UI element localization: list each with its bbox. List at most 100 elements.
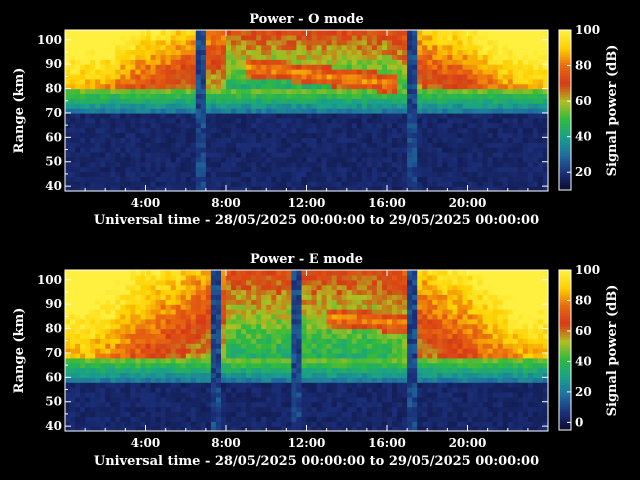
heatmap-cell: [241, 284, 247, 291]
heatmap-cell: [215, 122, 222, 129]
heatmap-cell: [522, 64, 529, 70]
heatmap-cell: [256, 49, 262, 55]
heatmap-cell: [532, 54, 539, 60]
heatmap-cell: [195, 309, 202, 315]
heatmap-cell: [241, 411, 247, 417]
heatmap-cell: [135, 83, 141, 90]
heatmap-cell: [251, 103, 257, 109]
heatmap-cell: [371, 171, 378, 177]
heatmap-cell: [110, 108, 116, 114]
heatmap-cell: [321, 176, 328, 182]
heatmap-cell: [447, 69, 453, 75]
heatmap-cell: [100, 117, 106, 124]
heatmap-cell: [246, 117, 252, 124]
heatmap-cell: [412, 93, 418, 99]
heatmap-cell: [241, 117, 247, 124]
heatmap-cell: [507, 93, 514, 99]
heatmap-cell: [175, 59, 182, 65]
heatmap-cell: [286, 382, 292, 388]
heatmap-cell: [150, 34, 157, 41]
heatmap-cell: [256, 108, 262, 114]
heatmap-cell: [120, 299, 126, 305]
heatmap-cell: [155, 377, 162, 383]
heatmap-cell: [281, 54, 287, 60]
heatmap-cell: [256, 304, 262, 310]
heatmap-cell: [231, 406, 237, 413]
heatmap-cell: [291, 59, 297, 65]
heatmap-cell: [256, 411, 262, 417]
heatmap-cell: [351, 54, 358, 60]
heatmap-cell: [120, 186, 126, 192]
heatmap-cell: [95, 367, 101, 374]
heatmap-cell: [135, 93, 141, 99]
heatmap-cell: [210, 279, 217, 286]
heatmap-cell: [261, 83, 267, 90]
heatmap-cell: [537, 181, 544, 187]
heatmap-cell: [477, 69, 484, 75]
heatmap-cell: [75, 343, 81, 349]
heatmap-cell: [306, 112, 313, 119]
heatmap-cell: [241, 73, 247, 80]
heatmap-cell: [110, 83, 116, 90]
heatmap-cell: [130, 421, 136, 427]
heatmap-cell: [467, 127, 474, 134]
heatmap-cell: [210, 313, 217, 320]
heatmap-cell: [65, 30, 71, 36]
heatmap-cell: [210, 39, 217, 46]
heatmap-cell: [276, 73, 282, 80]
heatmap-cell: [442, 54, 448, 60]
heatmap-cell: [522, 181, 529, 187]
heatmap-cell: [80, 372, 86, 378]
heatmap-cell: [311, 39, 318, 46]
heatmap-cell: [442, 73, 448, 80]
heatmap-cell: [321, 122, 328, 129]
heatmap-cell: [397, 166, 403, 173]
heatmap-cell: [497, 88, 504, 94]
heatmap-cell: [165, 112, 172, 119]
heatmap-cell: [215, 367, 222, 374]
heatmap-cell: [135, 161, 141, 168]
heatmap-cell: [200, 147, 207, 153]
heatmap-cell: [90, 122, 96, 129]
heatmap-cell: [487, 98, 494, 104]
heatmap-cell: [185, 49, 192, 55]
heatmap-cell: [356, 34, 363, 41]
heatmap-cell: [487, 34, 494, 41]
heatmap-cell: [85, 152, 91, 158]
heatmap-cell: [115, 171, 121, 177]
heatmap-cell: [301, 279, 308, 286]
heatmap-cell: [100, 333, 106, 339]
heatmap-cell: [286, 132, 292, 138]
heatmap-cell: [140, 34, 147, 41]
heatmap-cell: [497, 122, 504, 129]
heatmap-cell: [341, 49, 348, 55]
heatmap-cell: [75, 132, 81, 138]
heatmap-cell: [331, 186, 338, 192]
heatmap-cell: [477, 73, 484, 80]
heatmap-cell: [140, 333, 147, 339]
heatmap-cell: [110, 274, 116, 281]
heatmap-cell: [170, 309, 177, 315]
heatmap-cell: [145, 396, 152, 403]
heatmap-cell: [180, 93, 187, 99]
heatmap-cell: [180, 122, 187, 129]
heatmap-cell: [467, 166, 474, 173]
heatmap-cell: [537, 171, 544, 177]
heatmap-cell: [215, 117, 222, 124]
heatmap-cell: [180, 88, 187, 94]
heatmap-cell: [452, 83, 458, 90]
heatmap-cell: [422, 132, 428, 138]
heatmap-cell: [231, 181, 237, 187]
heatmap-cell: [210, 362, 217, 369]
heatmap-cell: [200, 348, 207, 354]
heatmap-cell: [291, 323, 297, 330]
heatmap-cell: [251, 30, 257, 36]
heatmap-cell: [266, 406, 272, 413]
heatmap-cell: [221, 279, 227, 286]
heatmap-cell: [130, 176, 136, 182]
heatmap-cell: [301, 313, 308, 320]
heatmap-cell: [281, 108, 287, 114]
heatmap-cell: [170, 377, 177, 383]
heatmap-cell: [311, 83, 318, 90]
heatmap-cell: [382, 83, 388, 90]
